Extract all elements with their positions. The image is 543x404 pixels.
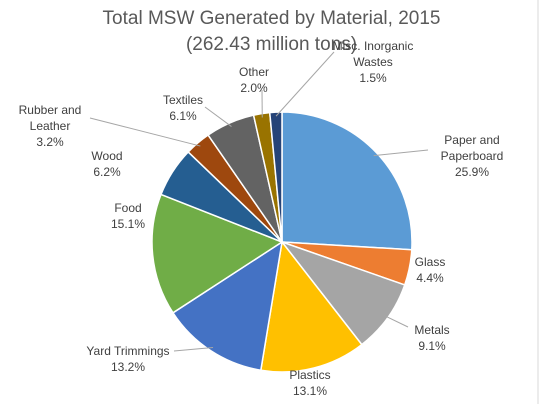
slice-percent: 2.0% bbox=[240, 81, 268, 95]
pie-slice bbox=[151, 193, 284, 314]
slice-label: Rubber and Leather 3.2% bbox=[5, 102, 95, 150]
slice-percent: 4.4% bbox=[416, 271, 444, 285]
slice-percent: 3.2% bbox=[36, 135, 64, 149]
slice-label: Paper and Paperboard 25.9% bbox=[432, 132, 512, 180]
slice-name: Other bbox=[238, 65, 269, 79]
slice-percent: 13.1% bbox=[292, 384, 328, 398]
slice-label: Glass 4.4% bbox=[405, 254, 455, 286]
leader-line bbox=[373, 149, 429, 157]
slice-name: Wood bbox=[91, 149, 123, 163]
slice-name: Glass bbox=[414, 255, 446, 269]
slice-name: Misc. Inorganic Wastes bbox=[332, 39, 414, 69]
pie-slice bbox=[281, 111, 413, 251]
slice-percent: 13.2% bbox=[110, 360, 146, 374]
slice-label: Yard Trimmings 13.2% bbox=[73, 343, 183, 375]
slice-label: Misc. Inorganic Wastes 1.5% bbox=[323, 38, 423, 86]
slice-name: Paper and Paperboard bbox=[440, 133, 504, 163]
slice-label: Wood 6.2% bbox=[82, 148, 132, 180]
slice-name: Yard Trimmings bbox=[86, 344, 170, 358]
slice-percent: 9.1% bbox=[418, 339, 446, 353]
slice-label: Textiles 6.1% bbox=[153, 92, 213, 124]
slice-name: Plastics bbox=[289, 368, 331, 382]
pie-slice bbox=[259, 240, 363, 373]
leader-line bbox=[384, 315, 409, 328]
chart-title: Total MSW Generated by Material, 2015 bbox=[102, 8, 441, 29]
slice-name: Textiles bbox=[162, 93, 203, 107]
pie-slice bbox=[171, 240, 284, 372]
pie-slice bbox=[268, 111, 283, 243]
chart-subtitle: (262.43 million tons) bbox=[185, 34, 358, 55]
slice-percent: 6.2% bbox=[93, 165, 121, 179]
slice-percent: 15.1% bbox=[110, 217, 146, 231]
leader-line bbox=[173, 346, 214, 352]
leader-line bbox=[89, 117, 201, 147]
leader-line bbox=[204, 106, 232, 127]
slice-label: Plastics 13.1% bbox=[280, 367, 340, 399]
slice-percent: 25.9% bbox=[454, 165, 490, 179]
slice-label: Metals 9.1% bbox=[402, 322, 462, 354]
leader-line bbox=[275, 51, 335, 117]
slice-name: Metals bbox=[414, 323, 450, 337]
slice-name: Rubber and Leather bbox=[18, 103, 82, 133]
slice-label: Other 2.0% bbox=[229, 64, 279, 96]
slice-label: Food 15.1% bbox=[103, 200, 153, 232]
slice-percent: 1.5% bbox=[359, 71, 387, 85]
slice-percent: 6.1% bbox=[169, 109, 197, 123]
slice-name: Food bbox=[114, 201, 142, 215]
